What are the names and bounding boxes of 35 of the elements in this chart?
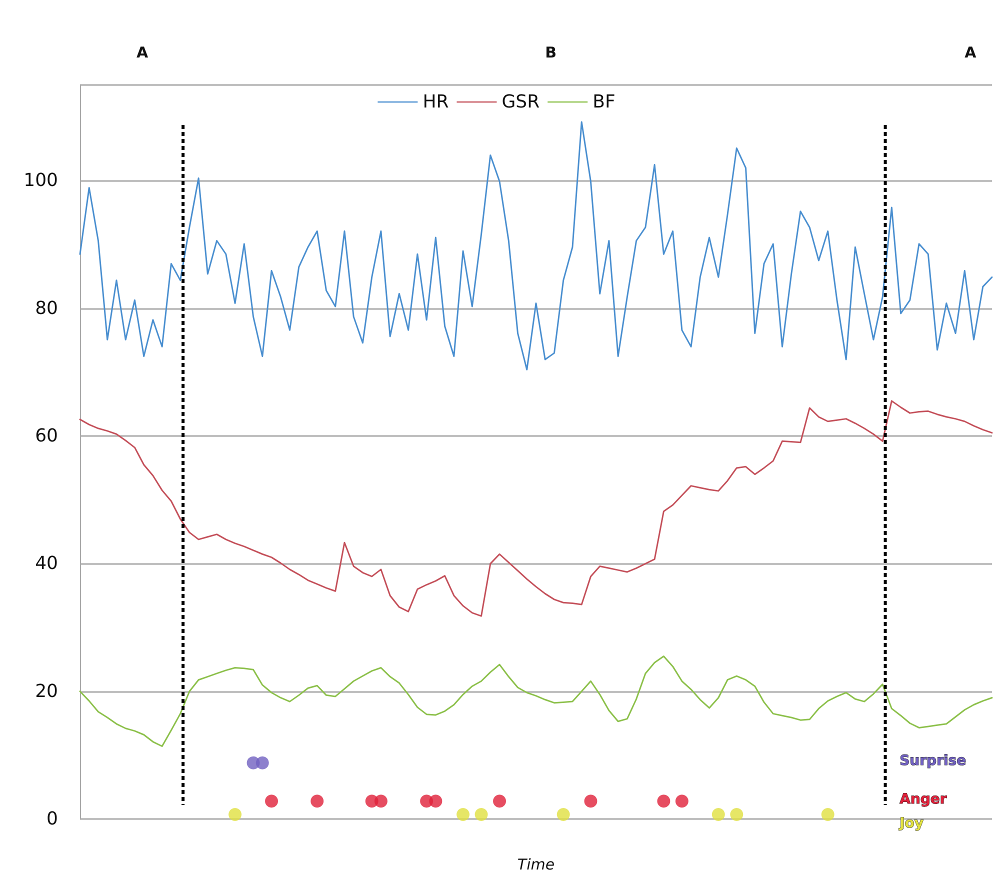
- text: A: [964, 44, 977, 62]
- point: [474, 808, 488, 822]
- point: [584, 794, 598, 808]
- text: Surprise: [900, 753, 966, 770]
- y-tick-label: 20: [35, 680, 58, 702]
- point: [228, 808, 242, 822]
- legend-label: GSR: [502, 92, 540, 112]
- point: [556, 808, 570, 822]
- point: [256, 756, 269, 770]
- text: B: [545, 44, 557, 62]
- y-tick-label: 100: [24, 170, 58, 192]
- point: [675, 794, 688, 808]
- line-series: [79, 655, 993, 747]
- text: Anger: [900, 791, 947, 808]
- x-axis-title: Time: [517, 856, 555, 874]
- point: [730, 808, 744, 822]
- text: Joy: [898, 815, 924, 832]
- y-tick-label: 80: [35, 298, 58, 319]
- legend-label: BF: [592, 92, 616, 112]
- point: [429, 794, 442, 808]
- point: [493, 794, 506, 808]
- point: [374, 794, 388, 808]
- point: [821, 808, 834, 822]
- text: A: [136, 44, 149, 62]
- point: [657, 794, 670, 808]
- y-tick-label: 40: [35, 553, 58, 574]
- line-series: [79, 400, 993, 617]
- y-tick-label: 0: [46, 808, 58, 830]
- line-series: [79, 121, 993, 370]
- y-tick-label: 60: [35, 426, 58, 447]
- point: [712, 808, 725, 822]
- point: [265, 794, 278, 808]
- point: [310, 794, 324, 808]
- point: [456, 808, 470, 822]
- legend-label: HR: [422, 92, 449, 112]
